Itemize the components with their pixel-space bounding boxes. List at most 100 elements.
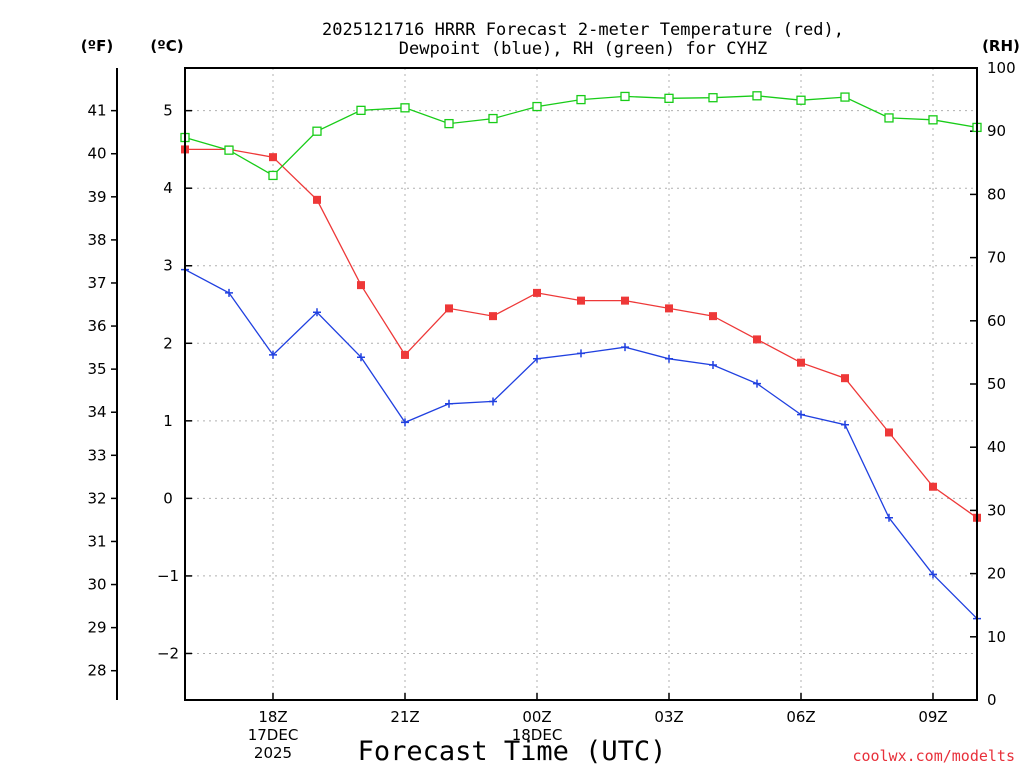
rh-point — [928, 115, 938, 125]
rh-point — [224, 145, 234, 155]
rh-point — [796, 95, 806, 105]
dewpoint-point — [225, 288, 233, 297]
fahrenheit-tick-label: 29 — [87, 619, 106, 637]
rh-tick-label: 30 — [987, 501, 1006, 519]
temperature-point — [313, 195, 321, 204]
fahrenheit-tick-label: 37 — [87, 274, 106, 292]
rh-tick-label: 0 — [987, 691, 997, 709]
dewpoint-point — [313, 308, 321, 317]
dewpoint-point — [401, 418, 409, 427]
rh-point — [664, 93, 674, 103]
dewpoint-point — [841, 420, 849, 429]
temperature-point — [357, 281, 365, 290]
chart-title-line-1: 2025121716 HRRR Forecast 2-meter Tempera… — [322, 20, 844, 40]
dewpoint-point — [533, 354, 541, 363]
temperature-point — [401, 350, 409, 359]
celsius-axis: −2 −1 0 1 2 3 4 5 — [157, 102, 192, 662]
rh-point — [444, 118, 454, 129]
x-tick-label: 03Z — [654, 708, 683, 726]
chart-title-line-2: Dewpoint (blue), RH (green) for CYHZ — [399, 39, 767, 59]
rh-point — [532, 101, 542, 112]
celsius-tick-label: −2 — [157, 644, 179, 662]
fahrenheit-tick-label: 36 — [87, 317, 106, 335]
dewpoint-point — [445, 399, 453, 408]
celsius-tick-label: 0 — [163, 489, 173, 507]
rh-point — [312, 126, 322, 136]
rh-point — [840, 92, 850, 102]
x-tick-label: 21Z — [390, 708, 419, 726]
dewpoint-point — [489, 397, 497, 406]
rh-tick-label: 20 — [987, 565, 1006, 583]
x-axis-title: Forecast Time (UTC) — [358, 736, 667, 767]
dewpoint-point — [665, 354, 673, 363]
rh-point — [576, 94, 586, 105]
temperature-point — [269, 153, 277, 162]
rh-point — [400, 103, 410, 113]
temperature-point — [929, 482, 937, 491]
dewpoint-point — [797, 410, 805, 419]
celsius-tick-label: 1 — [163, 412, 173, 430]
celsius-tick-label: −1 — [157, 567, 179, 585]
temperature-point — [577, 296, 585, 305]
dewpoint-point — [621, 343, 629, 352]
rh-tick-label: 100 — [987, 59, 1016, 77]
temperature-point — [489, 312, 497, 321]
celsius-tick-label: 2 — [163, 334, 173, 352]
dewpoint-point — [929, 570, 937, 579]
dewpoint-point — [357, 353, 365, 362]
x-tick-label: 17DEC — [248, 726, 299, 744]
fahrenheit-tick-label: 28 — [87, 662, 106, 680]
x-tick-label: 06Z — [786, 708, 815, 726]
dewpoint-series — [181, 265, 981, 623]
rh-tick-label: 40 — [987, 438, 1006, 456]
rh-point — [884, 113, 894, 123]
dewpoint-point — [885, 513, 893, 522]
dewpoint-line — [184, 269, 978, 620]
rh-tick-label: 60 — [987, 312, 1006, 330]
fahrenheit-tick-label: 31 — [87, 532, 106, 550]
fahrenheit-tick-label: 38 — [87, 231, 106, 249]
dewpoint-point — [269, 350, 277, 359]
rh-point — [752, 91, 762, 101]
fahrenheit-tick-label: 34 — [87, 403, 106, 421]
dewpoint-point — [709, 361, 717, 370]
temperature-point — [709, 312, 717, 321]
rh-point — [488, 113, 498, 124]
dewpoint-point — [753, 379, 761, 388]
fahrenheit-unit-label: (ºF) — [81, 37, 113, 55]
rh-point — [620, 91, 630, 102]
credit-text: coolwx.com/modelts — [852, 747, 1015, 765]
fahrenheit-tick-label: 30 — [87, 576, 106, 594]
grid-lines — [185, 68, 977, 700]
rh-tick-label: 90 — [987, 122, 1006, 140]
rh-tick-label: 10 — [987, 628, 1006, 646]
fahrenheit-tick-label: 33 — [87, 446, 106, 464]
rh-tick-label: 70 — [987, 249, 1006, 267]
plot-frame — [184, 67, 978, 701]
rh-point — [268, 170, 278, 181]
rh-unit-label: (RH) — [982, 37, 1020, 55]
rh-tick-label: 80 — [987, 185, 1006, 203]
fahrenheit-tick-label: 35 — [87, 360, 106, 378]
fahrenheit-tick-label: 41 — [87, 102, 106, 120]
rh-point — [708, 93, 718, 103]
x-tick-label: 00Z — [522, 708, 551, 726]
celsius-unit-label: (ºC) — [150, 37, 183, 55]
fahrenheit-tick-label: 32 — [87, 489, 106, 507]
series-layer — [180, 91, 982, 623]
temperature-point — [753, 335, 761, 344]
temperature-line — [185, 148, 978, 519]
celsius-tick-label: 4 — [163, 179, 173, 197]
fahrenheit-tick-label: 39 — [87, 188, 106, 206]
celsius-tick-label: 3 — [163, 257, 173, 275]
temperature-point — [797, 358, 805, 367]
temperature-point — [841, 374, 849, 383]
x-tick-label: 18DEC — [512, 726, 563, 744]
fahrenheit-tick-label: 40 — [87, 145, 106, 163]
temperature-point — [621, 296, 629, 305]
rh-series — [180, 91, 982, 181]
rh-tick-label: 50 — [987, 375, 1006, 393]
fahrenheit-axis: 28 29 30 31 32 33 34 35 36 37 38 39 40 41 — [87, 68, 118, 700]
